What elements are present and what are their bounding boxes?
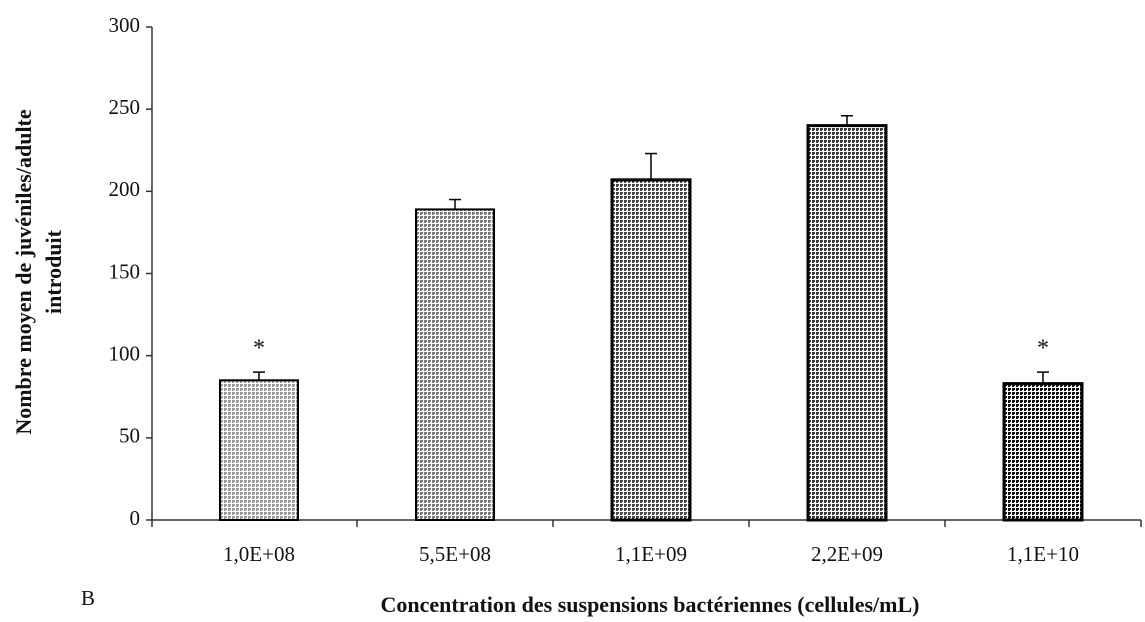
error-bar [841, 114, 853, 126]
bar [219, 379, 299, 522]
x-tick-label: 1,1E+10 [1007, 542, 1079, 566]
x-axis-label: Concentration des suspensions bactérienn… [381, 592, 920, 617]
y-tick-label: 100 [109, 341, 141, 365]
y-tick-label: 300 [109, 13, 141, 37]
y-tick-label: 50 [119, 424, 140, 448]
bar [1002, 382, 1084, 522]
error-bar [645, 152, 657, 180]
error-bar [1037, 371, 1049, 384]
x-tick-label: 1,0E+08 [223, 542, 295, 566]
x-tick-label: 2,2E+09 [811, 542, 883, 566]
error-bar [253, 371, 265, 381]
bar [415, 208, 495, 521]
annotation: * [253, 336, 265, 362]
bar [610, 178, 692, 522]
x-tick-label: 1,1E+09 [615, 542, 687, 566]
bar [806, 124, 888, 522]
y-tick-label: 250 [109, 95, 141, 119]
y-axis-label: introduit [41, 229, 66, 314]
y-tick-label: 200 [109, 177, 141, 201]
panel-label: B [81, 586, 95, 610]
y-axis-label: Nombre moyen de juvéniles/adulte [11, 109, 36, 435]
x-tick-label: 5,5E+08 [419, 542, 491, 566]
y-tick-label: 0 [130, 506, 141, 530]
error-bar [449, 198, 461, 210]
annotation: * [1037, 336, 1049, 362]
y-tick-label: 150 [109, 259, 141, 283]
